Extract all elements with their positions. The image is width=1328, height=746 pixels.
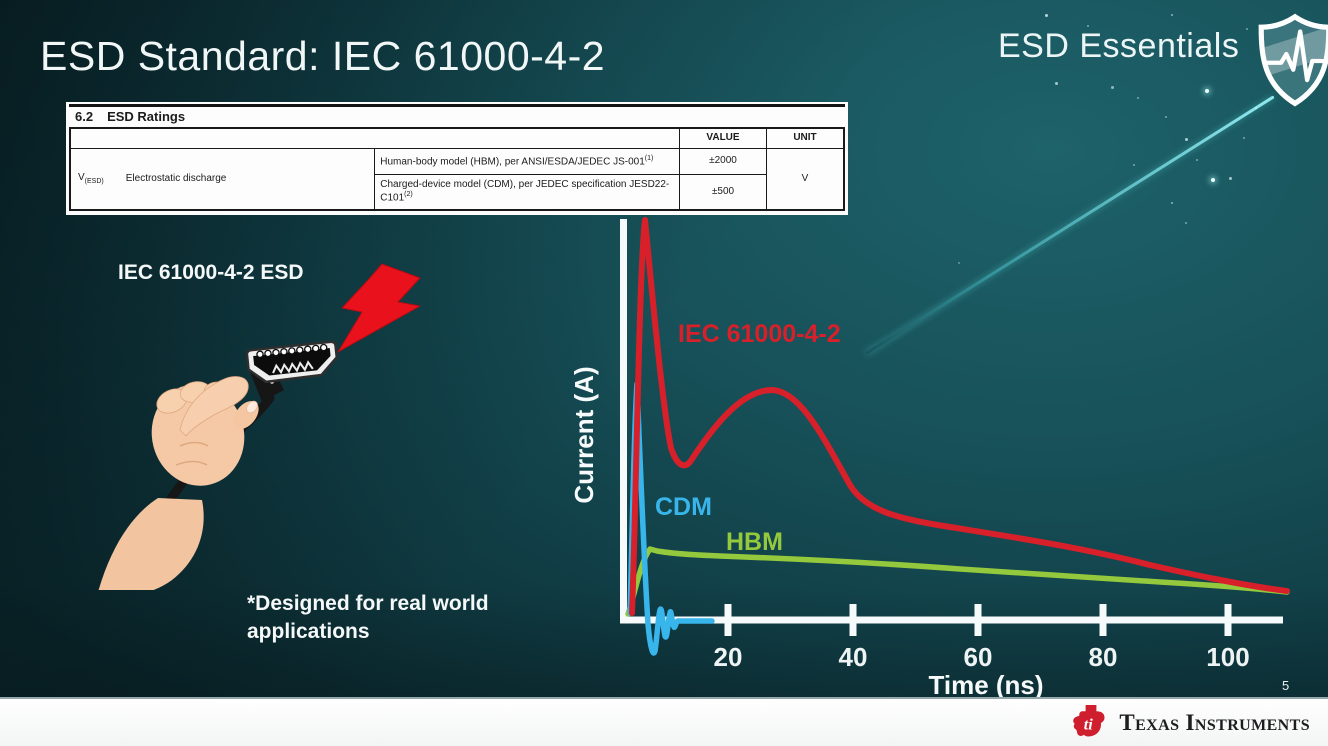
svg-text:60: 60 bbox=[964, 642, 993, 672]
star-dot bbox=[958, 262, 960, 264]
svg-text:80: 80 bbox=[1089, 642, 1118, 672]
svg-text:ti: ti bbox=[1084, 715, 1093, 733]
x-tick-labels: 20 40 60 80 100 bbox=[714, 642, 1250, 672]
finger-crease bbox=[179, 441, 209, 447]
empty-header-cell bbox=[69, 127, 680, 149]
fingernail bbox=[246, 400, 258, 414]
parameter-name: Electrostatic discharge bbox=[125, 172, 227, 184]
star-dot bbox=[1087, 25, 1089, 27]
esd-waveform-chart: 20 40 60 80 100 Time (ns) Current (A) IE… bbox=[569, 217, 1290, 700]
star-dot bbox=[1005, 36, 1007, 38]
esd-ratings-table: 6.2 ESD Ratings VALUE UNIT V(ESD) Electro… bbox=[66, 102, 848, 215]
table-caption-number: 6.2 bbox=[75, 109, 94, 124]
star-dot bbox=[1211, 178, 1215, 182]
hbm-value-cell: ±2000 bbox=[679, 148, 767, 175]
star-dot bbox=[1196, 159, 1198, 161]
slide-title: ESD Standard: IEC 61000-4-2 bbox=[40, 33, 606, 79]
svg-text:20: 20 bbox=[714, 642, 743, 672]
hbm-description-cell: Human-body model (HBM), per ANSI/ESDA/JE… bbox=[374, 148, 680, 175]
hbm-curve-label: HBM bbox=[726, 528, 783, 556]
x-axis-ticks bbox=[724, 604, 1232, 636]
finger-crease bbox=[175, 460, 208, 466]
shield-pulse-icon bbox=[1258, 13, 1328, 107]
star-dot bbox=[1045, 14, 1048, 17]
table-caption: 6.2 ESD Ratings bbox=[69, 104, 845, 127]
star-dot bbox=[1165, 116, 1167, 118]
star-dot bbox=[1185, 222, 1187, 224]
star-dot bbox=[1205, 89, 1209, 93]
star-dot bbox=[1111, 86, 1114, 89]
star-dot bbox=[1243, 137, 1245, 139]
star-dot bbox=[1246, 28, 1248, 30]
thumb bbox=[179, 376, 249, 437]
series-brand-title: ESD Essentials bbox=[998, 27, 1240, 65]
iec-curve-label: IEC 61000-4-2 bbox=[678, 320, 841, 348]
svg-text:100: 100 bbox=[1206, 642, 1249, 672]
page-number: 5 bbox=[1282, 678, 1290, 693]
symbol: V(ESD) bbox=[78, 171, 104, 185]
unit-column-header: UNIT bbox=[766, 127, 845, 149]
cdm-description-cell: Charged-device model (CDM), per JEDEC sp… bbox=[374, 174, 680, 211]
iec-curve bbox=[629, 217, 1290, 616]
star-dot bbox=[1133, 164, 1135, 166]
table-caption-text: ESD Ratings bbox=[107, 109, 186, 124]
cdm-value-cell: ±500 bbox=[679, 174, 767, 211]
star-dot bbox=[1185, 138, 1188, 141]
footer-brand-wordmark: Texas Instruments bbox=[1119, 709, 1310, 735]
ratings-grid: VALUE UNIT V(ESD) Electrostatic discharg… bbox=[69, 127, 845, 211]
symbol-parameter-cell: V(ESD) Electrostatic discharge bbox=[69, 148, 376, 211]
hand-holding-hdmi-illustration bbox=[98, 263, 421, 590]
star-dot bbox=[1171, 14, 1173, 16]
footer-bar: ti Texas Instruments bbox=[0, 697, 1328, 746]
y-axis-title: Current (A) bbox=[569, 366, 599, 503]
forearm bbox=[98, 498, 204, 590]
star-dot bbox=[1137, 97, 1139, 99]
svg-text:40: 40 bbox=[839, 642, 868, 672]
star-dot bbox=[1229, 177, 1232, 180]
hdmi-connector-icon bbox=[245, 340, 339, 384]
star-dot bbox=[1255, 107, 1257, 109]
value-column-header: VALUE bbox=[679, 127, 767, 149]
hbm-curve bbox=[625, 546, 1290, 617]
footnote-text: *Designed for real world applications bbox=[247, 592, 489, 644]
lightning-bolt-icon bbox=[337, 263, 421, 353]
texas-instruments-logo-icon: ti bbox=[1073, 704, 1105, 736]
unit-cell: V bbox=[766, 148, 845, 211]
x-axis-title: Time (ns) bbox=[928, 670, 1043, 700]
star-dot bbox=[1171, 202, 1173, 204]
star-dot bbox=[1055, 82, 1058, 85]
cdm-curve-label: CDM bbox=[655, 493, 712, 521]
figure-label: IEC 61000-4-2 ESD bbox=[118, 261, 304, 284]
